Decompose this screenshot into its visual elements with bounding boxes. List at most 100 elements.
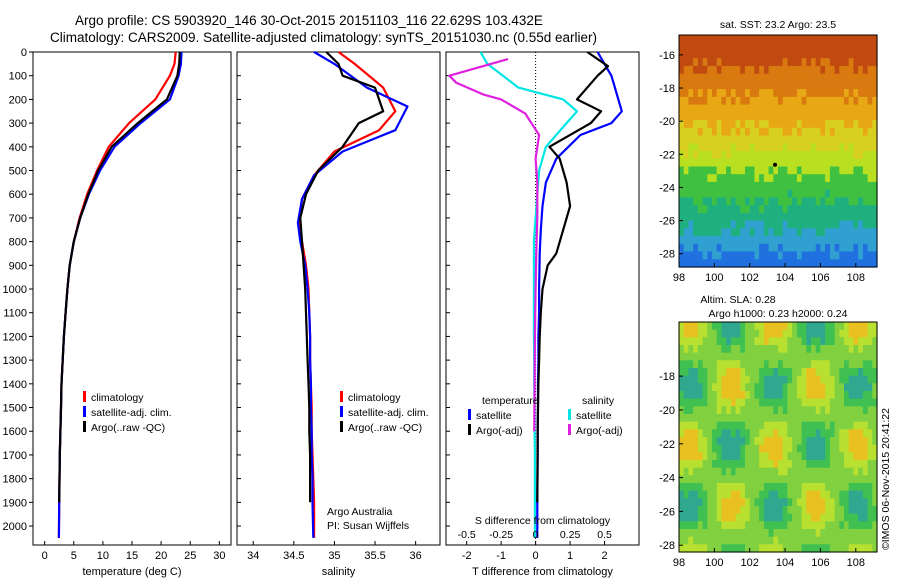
heatmap-cell bbox=[740, 429, 746, 438]
heatmap-cell bbox=[763, 73, 770, 82]
heatmap-cell bbox=[815, 421, 821, 430]
heatmap-cell bbox=[735, 220, 741, 229]
heatmap-cell bbox=[683, 352, 689, 361]
heatmap-cell bbox=[754, 120, 760, 129]
heatmap-cell bbox=[716, 506, 722, 515]
heatmap-cell bbox=[867, 345, 873, 354]
heatmap-cell bbox=[721, 143, 727, 152]
heatmap-cell bbox=[820, 65, 826, 75]
heatmap-cell bbox=[801, 243, 807, 253]
legend-label: satellite-adj. clim. bbox=[348, 407, 429, 419]
heatmap-cell bbox=[697, 452, 704, 461]
heatmap-cell bbox=[716, 259, 722, 268]
heatmap-cell bbox=[716, 383, 722, 392]
heatmap-cell bbox=[829, 251, 836, 260]
heatmap-cell bbox=[806, 174, 812, 183]
heatmap-cell bbox=[740, 444, 746, 453]
heatmap-cell bbox=[745, 73, 751, 82]
heatmap-cell bbox=[707, 414, 713, 423]
heatmap-cell bbox=[858, 444, 864, 453]
heatmap-cell bbox=[848, 104, 854, 113]
heatmap-cell bbox=[697, 65, 704, 75]
heatmap-cell bbox=[834, 96, 840, 106]
heatmap-cell bbox=[820, 391, 826, 400]
heatmap-cell bbox=[707, 189, 713, 198]
heatmap-cell bbox=[707, 251, 713, 260]
heatmap-cell bbox=[825, 35, 831, 44]
heatmap-cell bbox=[796, 337, 803, 346]
heatmap-cell bbox=[839, 429, 845, 438]
heatmap-cell bbox=[811, 251, 817, 260]
heatmap-cell bbox=[792, 50, 798, 59]
heatmap-cell bbox=[853, 345, 859, 354]
heatmap-cell bbox=[815, 58, 821, 67]
heatmap-cell bbox=[735, 414, 741, 423]
heatmap-cell bbox=[730, 181, 737, 191]
heatmap-cell bbox=[683, 536, 689, 545]
heatmap-cell bbox=[740, 89, 746, 98]
heatmap-cell bbox=[697, 398, 704, 407]
heatmap-cell bbox=[867, 544, 873, 553]
heatmap-cell bbox=[730, 460, 737, 469]
heatmap-cell bbox=[862, 529, 869, 538]
heatmap-cell bbox=[778, 406, 784, 415]
y-tick-label: -26 bbox=[659, 216, 675, 228]
heatmap-cell bbox=[792, 414, 798, 423]
heatmap-cell bbox=[787, 337, 793, 346]
heatmap-cell bbox=[853, 120, 859, 129]
y-tick-label: 700 bbox=[9, 213, 27, 225]
heatmap-cell bbox=[862, 360, 869, 369]
heatmap-cell bbox=[730, 368, 737, 377]
heatmap-cell bbox=[730, 467, 737, 476]
profile-panel-difference: -2 -1 0 1 2T difference from climatology-0.5… bbox=[445, 51, 640, 578]
heatmap-cell bbox=[745, 352, 751, 361]
heatmap-cell bbox=[853, 460, 859, 469]
heatmap-cell bbox=[858, 329, 864, 338]
heatmap-cell bbox=[735, 483, 741, 492]
heatmap-cell bbox=[796, 529, 803, 538]
heatmap-cell bbox=[693, 536, 699, 545]
heatmap-cell bbox=[693, 151, 699, 160]
heatmap-cell bbox=[693, 483, 699, 492]
heatmap-cell bbox=[683, 243, 689, 253]
y-tick-label: 400 bbox=[9, 142, 27, 154]
heatmap-cell bbox=[858, 151, 864, 160]
heatmap-cell bbox=[716, 375, 722, 384]
top-tick-label: 0.25 bbox=[560, 529, 581, 541]
heatmap-cell bbox=[721, 383, 727, 392]
heatmap-cell bbox=[782, 498, 788, 507]
heatmap-cell bbox=[716, 391, 722, 400]
heatmap-cell bbox=[773, 236, 779, 245]
heatmap-cell bbox=[792, 58, 798, 67]
heatmap-cell bbox=[825, 151, 831, 160]
heatmap-cell bbox=[726, 212, 732, 222]
heatmap-cell bbox=[679, 96, 685, 106]
heatmap-cell bbox=[773, 73, 779, 82]
heatmap-cell bbox=[872, 205, 878, 214]
heatmap-cell bbox=[839, 189, 845, 198]
heatmap-cell bbox=[763, 228, 770, 237]
heatmap-cell bbox=[858, 205, 864, 214]
heatmap-cell bbox=[806, 452, 812, 461]
heatmap-cell bbox=[848, 437, 854, 446]
heatmap-cell bbox=[679, 251, 685, 260]
heatmap-cell bbox=[730, 544, 737, 553]
heatmap-cell bbox=[683, 506, 689, 515]
heatmap-cell bbox=[683, 228, 689, 237]
heatmap-cell bbox=[792, 529, 798, 538]
heatmap-cell bbox=[683, 513, 689, 522]
heatmap-cell bbox=[782, 73, 788, 82]
heatmap-cell bbox=[716, 189, 722, 198]
heatmap-cell bbox=[754, 81, 760, 90]
heatmap-cell bbox=[834, 112, 840, 121]
heatmap-cell bbox=[820, 228, 826, 237]
heatmap-cell bbox=[862, 127, 869, 137]
heatmap-cell bbox=[688, 81, 694, 90]
heatmap-cell bbox=[773, 452, 779, 461]
heatmap-cell bbox=[735, 437, 741, 446]
heatmap-cell bbox=[754, 345, 760, 354]
heatmap-cell bbox=[867, 220, 873, 229]
heatmap-cell bbox=[782, 174, 788, 183]
heatmap-cell bbox=[815, 81, 821, 90]
argo-position-marker bbox=[773, 162, 778, 167]
